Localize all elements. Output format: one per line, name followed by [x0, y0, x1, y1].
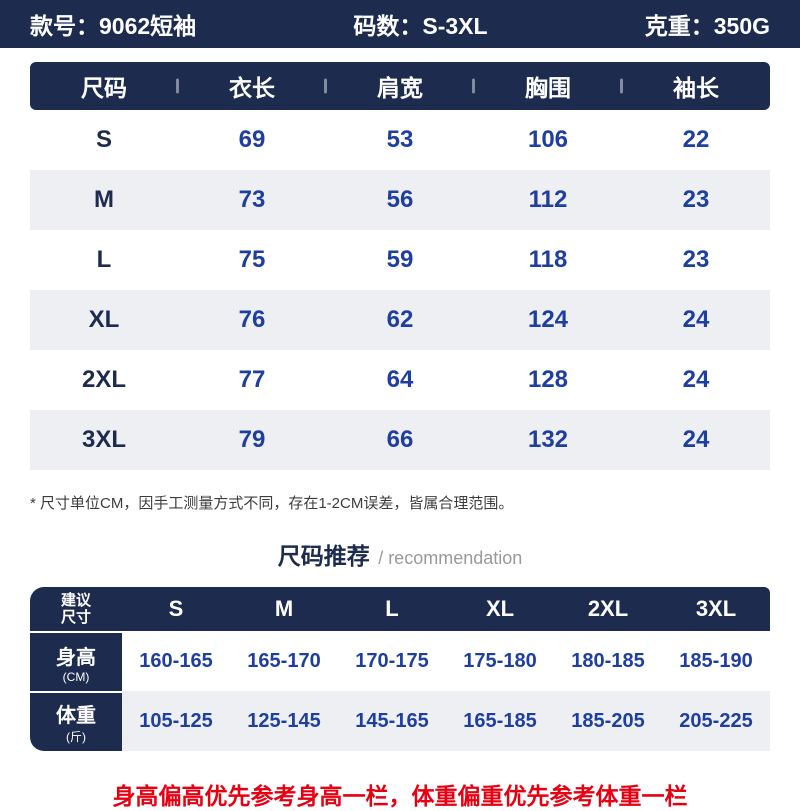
value-cell: 56: [386, 186, 414, 213]
value-cell: 79: [238, 426, 266, 453]
range-cell: 125-145: [230, 691, 338, 751]
size-cell: XL: [88, 306, 120, 333]
column-header-size: 尺码: [30, 62, 179, 110]
size-range-label: 码数：S-3XL: [353, 13, 488, 39]
size-column-header: 3XL: [662, 587, 770, 631]
column-header-label: 尺码: [81, 75, 127, 101]
size-cell: S: [95, 126, 112, 153]
recommendation-title: 尺码推荐 / recommendation: [0, 537, 800, 571]
size-table-header: 尺码 衣长 肩宽 胸围 袖长: [30, 62, 770, 110]
value-cell: 118: [528, 246, 568, 273]
range-cell: 180-185: [571, 649, 645, 672]
topbar: 款号：9062短袖 码数：S-3XL 克重：350G: [0, 0, 800, 48]
size-table: 尺码 衣长 肩宽 胸围 袖长 S 69 53 106 22 M 73 56 11…: [30, 62, 770, 470]
range-cell: 105-125: [122, 691, 230, 751]
row-unit: (斤): [66, 730, 86, 744]
value-cell: 24: [682, 306, 710, 333]
range-cell: 205-225: [662, 691, 770, 751]
height-row-header: 身高 (CM): [30, 631, 122, 691]
value-cell: 128: [527, 366, 569, 393]
value-cell: 59: [386, 246, 414, 273]
weight-label: 克重：350G: [644, 13, 770, 39]
row-label: 体重: [56, 705, 96, 727]
size-column-header: 2XL: [554, 587, 662, 631]
table-row-3xl: 3XL 79 66 132 24: [30, 410, 770, 470]
size-cell: L: [96, 246, 112, 273]
weight-row: 体重 (斤) 105-125 125-145 145-165 165-185 1…: [30, 691, 770, 751]
corner-label: 建议 尺寸: [30, 587, 122, 631]
size-column-header: M: [230, 587, 338, 631]
range-cell: 165-170: [247, 649, 321, 672]
column-header-label: 胸围: [525, 75, 571, 101]
table-row-s: S 69 53 106 22: [30, 110, 770, 170]
column-header-label: 肩宽: [377, 75, 423, 101]
value-cell: 77: [238, 366, 266, 393]
value-cell: 24: [682, 426, 710, 453]
column-divider: [324, 78, 327, 94]
column-divider: [620, 78, 623, 94]
range-cell: 185-205: [554, 691, 662, 751]
column-header-sleeve: 袖长: [622, 62, 770, 110]
table-row-2xl: 2XL 77 64 128 24: [30, 350, 770, 410]
value-cell: 124: [527, 306, 569, 333]
height-row: 身高 (CM) 160-165 165-170 170-175 175-180 …: [30, 631, 770, 691]
value-cell: 22: [682, 126, 710, 153]
range-cell: 170-175: [355, 649, 429, 672]
size-column-header: S: [122, 587, 230, 631]
column-divider: [176, 78, 179, 94]
value-cell: 23: [682, 246, 710, 273]
value-cell: 62: [386, 306, 414, 333]
value-cell: 66: [386, 426, 414, 453]
size-cell: 2XL: [81, 366, 126, 393]
bottom-note: 身高偏高优先参考身高一栏，体重偏重优先参考体重一栏: [112, 783, 688, 809]
value-cell: 76: [238, 306, 266, 333]
row-unit: (CM): [62, 669, 90, 684]
value-cell: 69: [238, 126, 266, 153]
recommendation-title-en: / recommendation: [378, 548, 523, 568]
value-cell: 24: [682, 366, 710, 393]
column-header-shoulder: 肩宽: [326, 62, 475, 110]
measurement-note: * 尺寸单位CM，因手工测量方式不同，存在1-2CM误差，皆属合理范围。: [30, 495, 514, 512]
recommendation-table-header: 建议 尺寸 S M L XL 2XL 3XL: [30, 587, 770, 631]
value-cell: 106: [527, 126, 569, 153]
value-cell: 112: [528, 186, 568, 213]
range-cell: 160-165: [139, 649, 213, 672]
column-header-label: 衣长: [229, 75, 275, 101]
column-divider: [472, 78, 475, 94]
value-cell: 73: [238, 186, 266, 213]
corner-label-line1: 建议: [60, 591, 91, 609]
value-cell: 53: [386, 126, 414, 153]
value-cell: 132: [527, 426, 569, 453]
value-cell: 75: [238, 246, 266, 273]
column-header-chest: 胸围: [474, 62, 623, 110]
weight-row-header: 体重 (斤): [30, 691, 122, 751]
size-cell: M: [94, 186, 114, 213]
recommendation-table: 建议 尺寸 S M L XL 2XL 3XL 身高 (CM) 160-165 1…: [30, 587, 770, 751]
row-label: 身高: [56, 646, 96, 669]
value-cell: 23: [682, 186, 710, 213]
size-column-header: L: [338, 587, 446, 631]
column-header-label: 袖长: [673, 75, 719, 101]
table-row-l: L 75 59 118 23: [30, 230, 770, 290]
range-cell: 185-190: [679, 649, 753, 672]
range-cell: 165-185: [446, 691, 554, 751]
column-header-length: 衣长: [178, 62, 327, 110]
range-cell: 175-180: [463, 649, 537, 672]
table-row-xl: XL 76 62 124 24: [30, 290, 770, 350]
value-cell: 64: [386, 366, 414, 393]
corner-label-line2: 尺寸: [60, 609, 91, 626]
recommendation-title-cn: 尺码推荐: [277, 543, 370, 569]
size-column-header: XL: [446, 587, 554, 631]
table-row-m: M 73 56 112 23: [30, 170, 770, 230]
size-cell: 3XL: [81, 426, 126, 453]
style-number-label: 款号：9062短袖: [30, 13, 197, 39]
range-cell: 145-165: [338, 691, 446, 751]
